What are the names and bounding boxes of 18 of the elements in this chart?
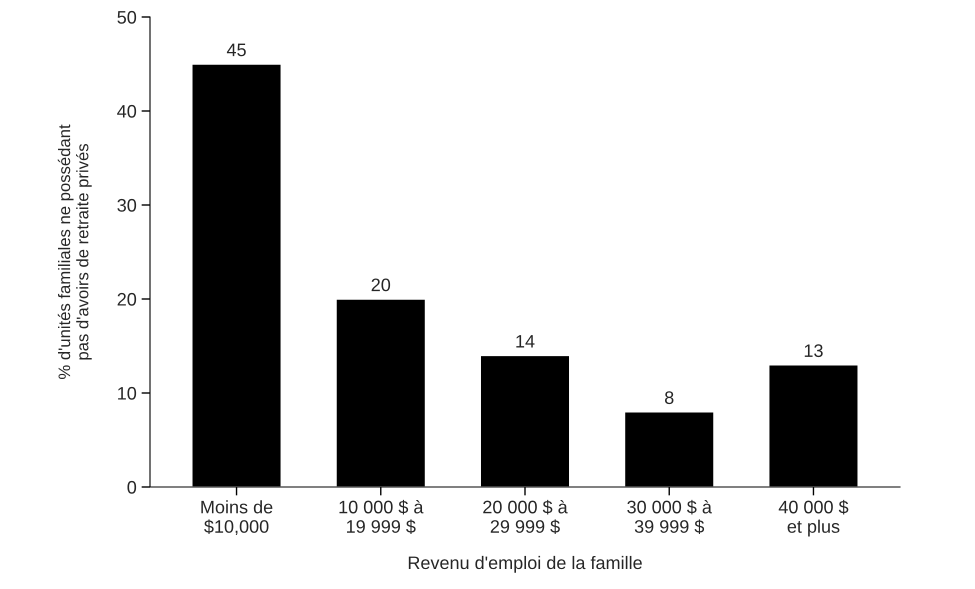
y-tick-label: 20	[118, 292, 136, 306]
data-label: 45	[226, 44, 246, 56]
y-axis-title: % d'unités familiales ne possédant pas d'avoirs de retraite privés	[58, 124, 92, 379]
data-label: 14	[516, 335, 535, 348]
x-tick-label: 10 000 $ à 19 999 $	[339, 500, 424, 534]
x-tick-label: 40 000 $ et plus	[778, 500, 848, 536]
y-tick-label: 0	[127, 480, 136, 494]
y-tick-label: 50	[117, 10, 136, 24]
data-label: 20	[372, 278, 390, 292]
data-label: 8	[664, 391, 674, 404]
y-tick-label: 10	[118, 386, 136, 400]
x-tick-label: 30 000 $ à 39 999 $	[627, 500, 712, 534]
y-tick-label: 40	[117, 104, 136, 118]
x-axis-title: Revenu d'emploi de la famille	[408, 556, 642, 573]
data-label: 13	[804, 344, 823, 358]
y-tick-label: 30	[117, 198, 136, 212]
x-tick-label: Moins de $10,000	[201, 500, 272, 536]
x-tick-label: 20 000 $ à 29 999 $	[483, 500, 568, 534]
